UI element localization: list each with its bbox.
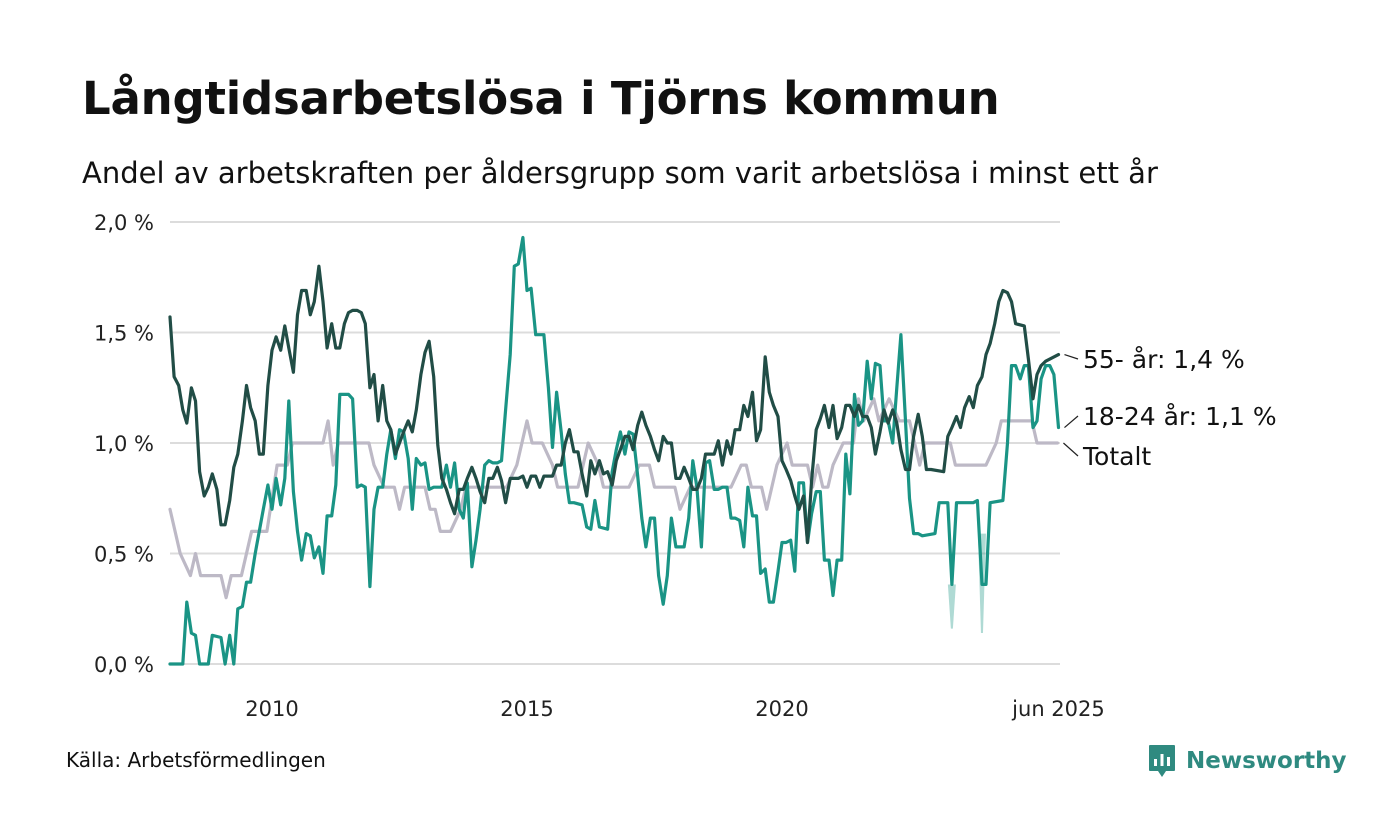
series-line-18-24-r — [168, 235, 1061, 666]
series-end-label: Totalt — [1082, 442, 1151, 471]
x-tick-label: 2020 — [755, 697, 808, 721]
series-line-totalt — [168, 397, 1059, 600]
source-note: Källa: Arbetsförmedlingen — [66, 748, 326, 772]
newsworthy-logo-icon — [1149, 745, 1175, 777]
brand-logo: Newsworthy — [1148, 744, 1347, 778]
x-tick-label: 2010 — [245, 697, 298, 721]
brand-name: Newsworthy — [1186, 748, 1347, 774]
y-tick-label: 1,0 % — [94, 432, 154, 456]
leader-line — [1063, 442, 1079, 457]
y-tick-label: 0,0 % — [94, 653, 154, 677]
series-end-label: 18-24 år: 1,1 % — [1083, 402, 1277, 431]
leader-line — [1064, 354, 1079, 360]
uncertainty-band — [947, 584, 956, 629]
y-tick-label: 2,0 % — [94, 211, 154, 235]
series-end-label: 55- år: 1,4 % — [1083, 345, 1245, 374]
leader-line — [1064, 415, 1079, 428]
chart-title: Långtidsarbetslösa i Tjörns kommun — [82, 72, 1000, 125]
chart-subtitle: Andel av arbetskraften per åldersgrupp s… — [82, 156, 1158, 190]
y-tick-label: 1,5 % — [94, 322, 154, 346]
x-tick-label: 2015 — [500, 697, 553, 721]
series-line-55-r — [168, 264, 1061, 545]
y-tick-label: 0,5 % — [94, 543, 154, 567]
x-tick-label: jun 2025 — [1011, 697, 1105, 721]
